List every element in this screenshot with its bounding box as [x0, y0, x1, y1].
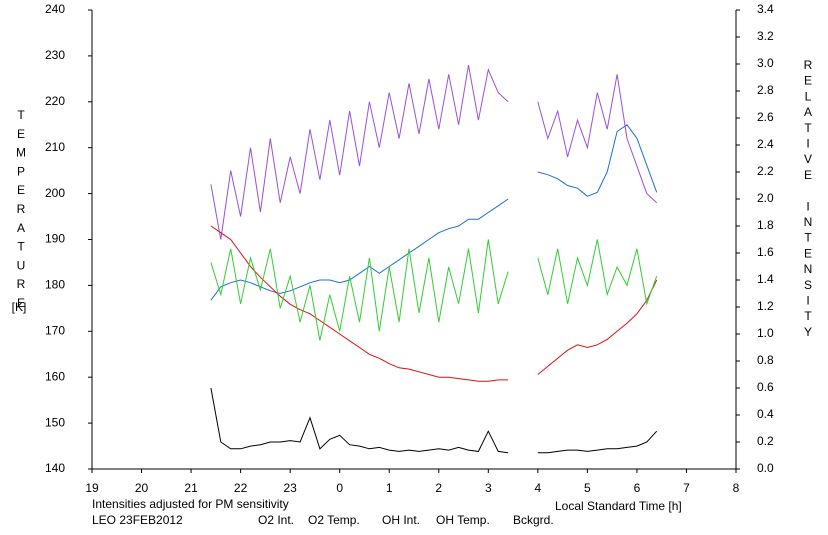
y-tick-label: 230: [45, 48, 65, 62]
series-line: [210, 387, 658, 454]
y-tick-label: 170: [45, 323, 65, 337]
y-tick-label: 160: [45, 369, 65, 383]
x-axis-label: Local Standard Time [h]: [555, 499, 682, 513]
note: Intensities adjusted for PM sensitivity: [92, 497, 289, 511]
y-axis-unit: [K]: [12, 300, 27, 314]
x-tick-label: 23: [283, 481, 297, 495]
legend-entry: OH Int.: [382, 513, 420, 527]
y2-tick-label: 0.2: [757, 434, 774, 448]
y2-tick-label: 1.0: [757, 326, 774, 340]
x-tick-label: 0: [336, 481, 343, 495]
legend-entry: OH Temp.: [436, 513, 490, 527]
y-tick-label: 140: [45, 461, 65, 475]
y-tick-label: 220: [45, 94, 65, 108]
y2-tick-label: 2.6: [757, 110, 774, 124]
x-tick-label: 22: [234, 481, 248, 495]
x-tick-label: 1: [386, 481, 393, 495]
y2-tick-label: 3.4: [757, 2, 774, 16]
y2-tick-label: 1.8: [757, 218, 774, 232]
legend-entry: O2 Temp.: [308, 513, 360, 527]
legend-entry: O2 Int.: [258, 513, 294, 527]
legend-entry: Bckgrd.: [513, 513, 554, 527]
y-tick-label: 200: [45, 186, 65, 200]
y2-tick-label: 1.6: [757, 245, 774, 259]
x-tick-label: 21: [184, 481, 198, 495]
series-line: [210, 239, 658, 341]
y-tick-label: 180: [45, 278, 65, 292]
x-tick-label: 4: [535, 481, 542, 495]
series-line: [210, 225, 658, 382]
x-tick-label: 19: [85, 481, 99, 495]
y2-tick-label: 0.8: [757, 353, 774, 367]
x-tick-label: 20: [135, 481, 149, 495]
y-tick-label: 240: [45, 2, 65, 16]
y-tick-label: 190: [45, 232, 65, 246]
y2-tick-label: 2.4: [757, 137, 774, 151]
y2-tick-label: 3.0: [757, 56, 774, 70]
y2-tick-label: 2.2: [757, 164, 774, 178]
station-label: LEO 23FEB2012: [92, 513, 183, 527]
y2-tick-label: 0.4: [757, 407, 774, 421]
y2-tick-label: 1.4: [757, 272, 774, 286]
x-tick-label: 6: [634, 481, 641, 495]
series-line: [210, 124, 658, 301]
y-tick-label: 150: [45, 415, 65, 429]
series-line: [210, 65, 658, 240]
x-tick-label: 5: [584, 481, 591, 495]
y2-tick-label: 0.6: [757, 380, 774, 394]
y2-tick-label: 1.2: [757, 299, 774, 313]
x-tick-label: 8: [733, 481, 740, 495]
y-tick-label: 210: [45, 140, 65, 154]
x-tick-label: 2: [435, 481, 442, 495]
y2-tick-label: 3.2: [757, 29, 774, 43]
y2-tick-label: 2.0: [757, 191, 774, 205]
x-tick-label: 7: [683, 481, 690, 495]
y2-tick-label: 0.0: [757, 461, 774, 475]
x-tick-label: 3: [485, 481, 492, 495]
y2-tick-label: 2.8: [757, 83, 774, 97]
